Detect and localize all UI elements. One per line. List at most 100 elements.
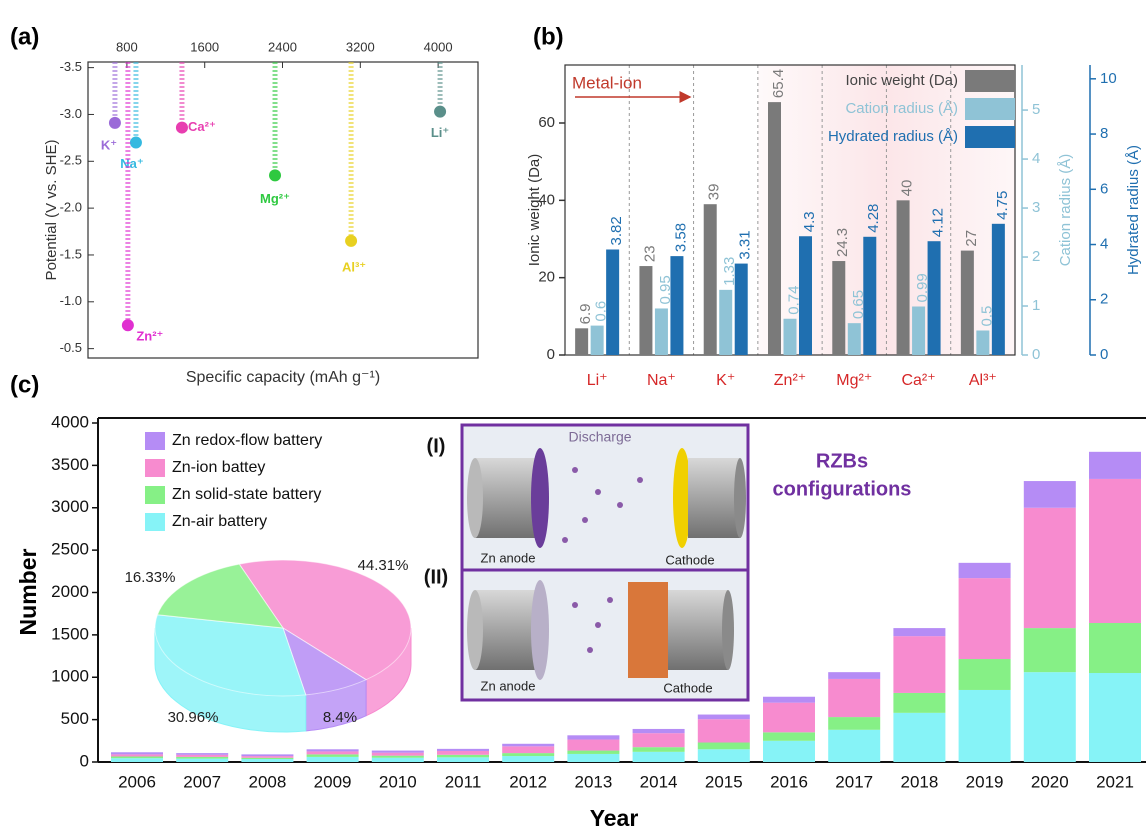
bar-segment <box>307 757 359 762</box>
bar-segment <box>241 759 293 762</box>
bar-segment <box>893 636 945 693</box>
value-label: 4.3 <box>801 211 818 232</box>
bar-segment <box>502 756 554 762</box>
x-tick-label: 2008 <box>248 772 286 791</box>
inset-label: (I) <box>427 435 446 457</box>
y-tick-label: 0 <box>547 346 555 363</box>
x-tick-label: Li⁺ <box>587 372 608 389</box>
value-label: 27 <box>963 230 980 247</box>
panel-label: (c) <box>10 371 39 398</box>
bar-segment <box>763 703 815 733</box>
point-label: Al³⁺ <box>342 259 366 274</box>
x-tick-label: 2019 <box>966 772 1004 791</box>
bar-segment <box>567 754 619 762</box>
bar-segment <box>567 751 619 754</box>
bar <box>575 328 588 355</box>
legend-label: Hydrated radius (Å) <box>828 128 958 145</box>
legend-swatch <box>145 432 165 450</box>
bar <box>976 331 989 355</box>
bar <box>912 307 925 355</box>
ion <box>595 489 601 495</box>
anode-body <box>475 590 537 670</box>
axis-title: Cation radius (Å) <box>1057 154 1074 267</box>
x-tick-label: 2020 <box>1031 772 1069 791</box>
legend-label: Zn-ion battey <box>172 459 265 476</box>
x-tick-label: Al³⁺ <box>969 372 997 389</box>
value-label: 4.75 <box>994 191 1011 220</box>
bar-segment <box>307 754 359 757</box>
bar-segment <box>1024 508 1076 628</box>
value-label: 3.58 <box>672 223 689 252</box>
bar-segment <box>372 756 424 758</box>
x-tick-label: 2012 <box>509 772 547 791</box>
x-tick-label: Mg²⁺ <box>836 372 872 389</box>
bar-segment <box>893 713 945 762</box>
bar-segment <box>1024 481 1076 508</box>
point-label: Mg²⁺ <box>260 191 290 206</box>
point-label: K⁺ <box>101 137 117 152</box>
bar-segment <box>1089 623 1141 673</box>
bar-segment <box>959 659 1011 690</box>
point <box>176 122 188 134</box>
value-label: 39 <box>706 184 723 201</box>
bar <box>863 237 876 355</box>
bar-segment <box>763 697 815 703</box>
bar <box>848 323 861 355</box>
legend-label: Zn redox-flow battery <box>172 432 322 449</box>
x-tick-label: 2015 <box>705 772 743 791</box>
bar-segment <box>176 753 228 755</box>
x-tick-label: 2016 <box>770 772 808 791</box>
y-tick-label: 0 <box>80 751 89 770</box>
x-tick-label: 2011 <box>445 772 482 791</box>
bar-segment <box>437 751 489 755</box>
bar-segment <box>1024 628 1076 672</box>
bar-segment <box>1024 672 1076 762</box>
y-tick-label: -0.5 <box>60 340 82 355</box>
ion <box>562 537 568 543</box>
zn-disk <box>531 580 549 680</box>
point-label: Na⁺ <box>120 156 143 171</box>
y-tick-label: 2 <box>1032 248 1040 265</box>
legend-label: Ionic weight (Da) <box>845 72 958 89</box>
y-tick-label: 3 <box>1032 199 1040 216</box>
bar <box>832 261 845 355</box>
inset-title: RZBs <box>816 450 868 472</box>
y-tick-label: 4000 <box>51 412 89 431</box>
bar-segment <box>959 578 1011 659</box>
bar-segment <box>1089 452 1141 479</box>
value-label: 4.12 <box>930 208 947 237</box>
point <box>269 169 281 181</box>
bar-segment <box>111 754 163 756</box>
bar-segment <box>111 752 163 754</box>
x-tick-label: 1600 <box>190 39 219 54</box>
plot-frame <box>88 62 478 358</box>
y-tick-label: 1000 <box>51 667 89 686</box>
x-tick-label: 2009 <box>314 772 352 791</box>
bar <box>897 200 910 355</box>
x-tick-label: 2013 <box>574 772 612 791</box>
bar-segment <box>893 693 945 713</box>
legend-label: Zn-air battery <box>172 513 267 530</box>
bar-segment <box>111 756 163 758</box>
value-label: 3.31 <box>737 230 754 259</box>
legend-swatch <box>145 459 165 477</box>
annotation: Metal-ion <box>572 73 642 92</box>
bar-segment <box>959 690 1011 762</box>
inset-title: configurations <box>773 478 912 500</box>
inset-caption: Discharge <box>568 429 631 445</box>
point <box>434 106 446 118</box>
y-tick-label: 8 <box>1100 125 1108 142</box>
y-tick-label: 3000 <box>51 497 89 516</box>
value-label: 65.4 <box>770 69 787 98</box>
bar <box>784 319 797 355</box>
y-tick-label: 0 <box>1100 346 1108 363</box>
x-axis-label: Year <box>590 805 639 831</box>
ion <box>637 477 643 483</box>
bar-segment <box>763 741 815 762</box>
bar-segment <box>893 628 945 636</box>
bar-segment <box>567 735 619 739</box>
point <box>122 319 134 331</box>
x-tick-label: 4000 <box>424 39 453 54</box>
bar-segment <box>502 753 554 756</box>
x-tick-label: 2021 <box>1096 772 1134 791</box>
